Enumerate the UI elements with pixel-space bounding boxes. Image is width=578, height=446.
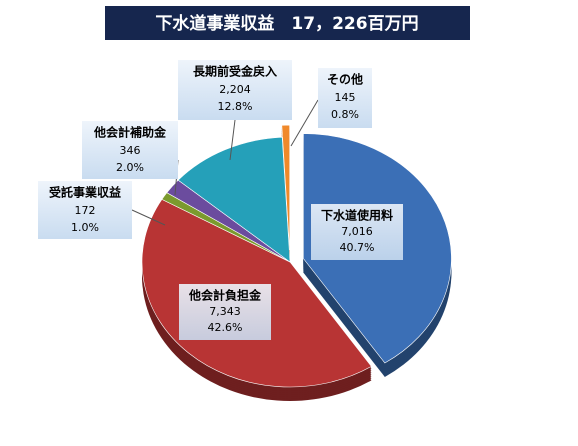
slice-percent: 1.0%	[71, 221, 99, 234]
slice-name: 下水道使用料	[321, 208, 393, 223]
label-box	[318, 68, 372, 128]
slice-name: 他会計補助金	[93, 125, 167, 140]
slice-value: 145	[335, 91, 356, 104]
slice-value: 7,016	[341, 225, 373, 238]
label-box	[179, 284, 271, 340]
label-box	[38, 181, 132, 239]
slice-value: 172	[75, 204, 96, 217]
slice	[177, 136, 291, 263]
slice-name: 長期前受金戻入	[193, 64, 277, 79]
slice-name: 他会計負担金	[188, 288, 262, 303]
leader-line	[229, 119, 236, 161]
slice-name: その他	[327, 72, 363, 87]
pie	[141, 124, 452, 388]
labels: 下水道使用料 7,016 40.7% 他会計負担金 7,343 42.6% 受託事業収益 17…	[38, 60, 403, 340]
leader-line	[290, 99, 319, 147]
slice-percent: 2.0%	[116, 161, 144, 174]
slice-percent: 12.8%	[218, 100, 253, 113]
slice-percent: 42.6%	[208, 321, 243, 334]
title-box	[105, 6, 470, 40]
slice	[281, 124, 290, 251]
label-box	[82, 121, 178, 179]
slice-name: 受託事業収益	[49, 185, 121, 200]
slice-percent: 0.8%	[331, 108, 359, 121]
slice-value: 346	[120, 144, 141, 157]
label-box	[178, 60, 292, 120]
label-box	[311, 204, 403, 260]
chart-title: 下水道事業収益 17，226百万円	[155, 13, 418, 34]
slice-value: 7,343	[209, 305, 241, 318]
slice-percent: 40.7%	[340, 241, 375, 254]
slice-value: 2,204	[219, 83, 251, 96]
leader-line	[131, 209, 166, 226]
